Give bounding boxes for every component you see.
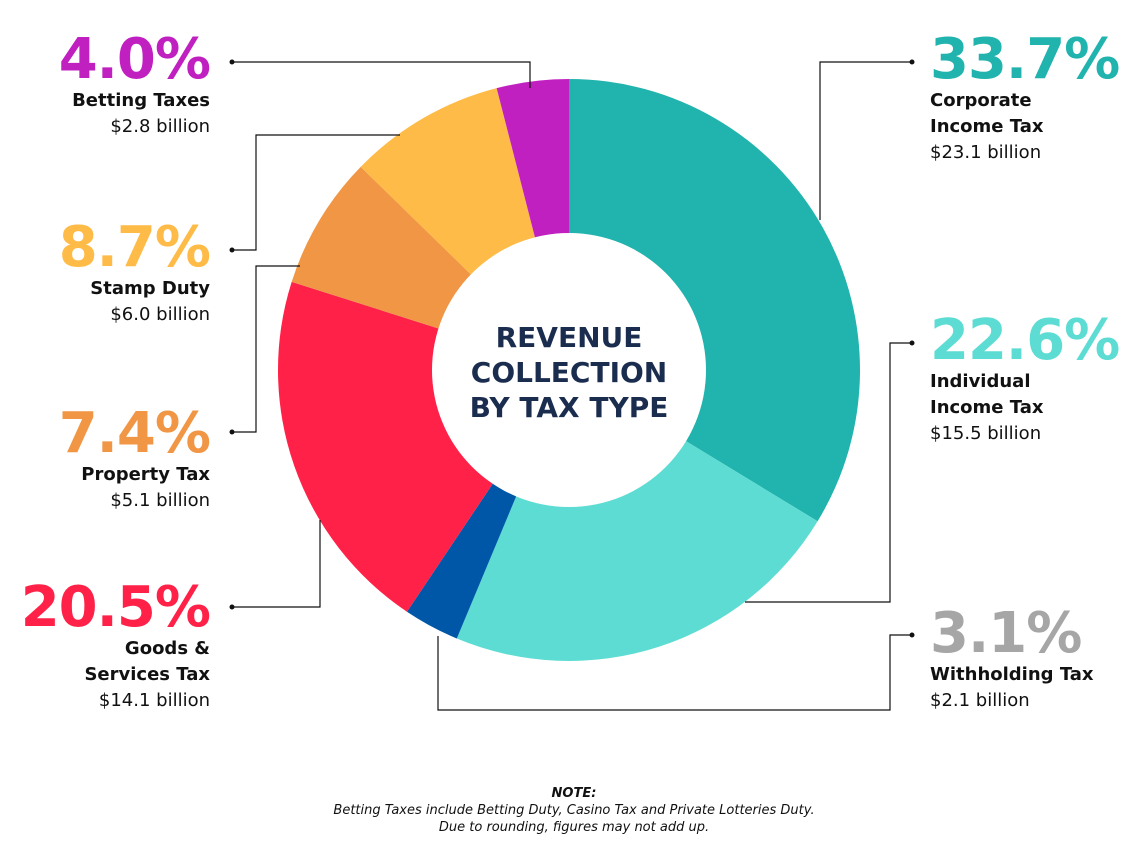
leader-dot bbox=[229, 59, 235, 65]
label-goods-services-tax: 20.5% Goods & Services Tax $14.1 billion bbox=[0, 575, 211, 714]
chart-title: REVENUE COLLECTION BY TAX TYPE bbox=[469, 321, 669, 424]
category-label: Property Tax bbox=[81, 464, 210, 485]
label-property-tax: 7.4% Property Tax $5.1 billion bbox=[0, 401, 211, 514]
amount-label: $15.5 billion bbox=[930, 423, 1042, 444]
amount-label: $14.1 billion bbox=[98, 690, 210, 711]
leader-dot bbox=[909, 340, 915, 346]
leader-line-withholding bbox=[437, 634, 912, 711]
leader-line-corporate bbox=[819, 61, 912, 220]
category-label: Withholding Tax bbox=[930, 664, 1094, 685]
leader-line-betting bbox=[232, 61, 531, 88]
leader-dot bbox=[229, 247, 235, 253]
footnote: NOTE: Betting Taxes include Betting Duty… bbox=[0, 785, 1148, 836]
percent-label: 4.0% bbox=[58, 27, 211, 92]
category-label: Stamp Duty bbox=[90, 278, 210, 299]
percent-label: 3.1% bbox=[930, 601, 1082, 666]
amount-label: $6.0 billion bbox=[110, 304, 210, 325]
label-withholding-tax: 3.1% Withholding Tax $2.1 billion bbox=[930, 606, 1148, 714]
category-label: Corporate Income Tax bbox=[930, 90, 1044, 137]
percent-label: 8.7% bbox=[58, 215, 211, 280]
amount-label: $2.1 billion bbox=[930, 690, 1030, 711]
leader-dot bbox=[909, 632, 915, 638]
percent-label: 7.4% bbox=[58, 401, 211, 466]
note-heading: NOTE: bbox=[551, 786, 597, 801]
label-individual-income-tax: 22.6% Individual Income Tax $15.5 billio… bbox=[930, 313, 1148, 447]
percent-label: 22.6% bbox=[930, 308, 1120, 373]
label-corporate-income-tax: 33.7% Corporate Income Tax $23.1 billion bbox=[930, 32, 1148, 166]
amount-label: $23.1 billion bbox=[930, 142, 1042, 163]
leader-line-stamp bbox=[232, 134, 400, 251]
leader-dot bbox=[229, 604, 235, 610]
label-stamp-duty: 8.7% Stamp Duty $6.0 billion bbox=[0, 215, 211, 328]
donut-hole bbox=[432, 233, 706, 507]
leader-line-property bbox=[232, 265, 300, 433]
amount-label: $2.8 billion bbox=[110, 116, 210, 137]
leader-line-individual bbox=[745, 342, 912, 603]
amount-label: $5.1 billion bbox=[110, 490, 210, 511]
percent-label: 20.5% bbox=[20, 575, 211, 640]
leader-line-gst bbox=[232, 520, 321, 608]
category-label: Individual Income Tax bbox=[930, 371, 1044, 418]
category-label: Betting Taxes bbox=[72, 90, 210, 111]
note-line-1: Betting Taxes include Betting Duty, Casi… bbox=[333, 803, 815, 818]
note-line-2: Due to rounding, figures may not add up. bbox=[438, 820, 710, 835]
leader-dot bbox=[229, 429, 235, 435]
leader-dot bbox=[909, 59, 915, 65]
category-label: Goods & Services Tax bbox=[84, 638, 210, 685]
label-betting-taxes: 4.0% Betting Taxes $2.8 billion bbox=[0, 27, 211, 140]
percent-label: 33.7% bbox=[930, 27, 1120, 92]
